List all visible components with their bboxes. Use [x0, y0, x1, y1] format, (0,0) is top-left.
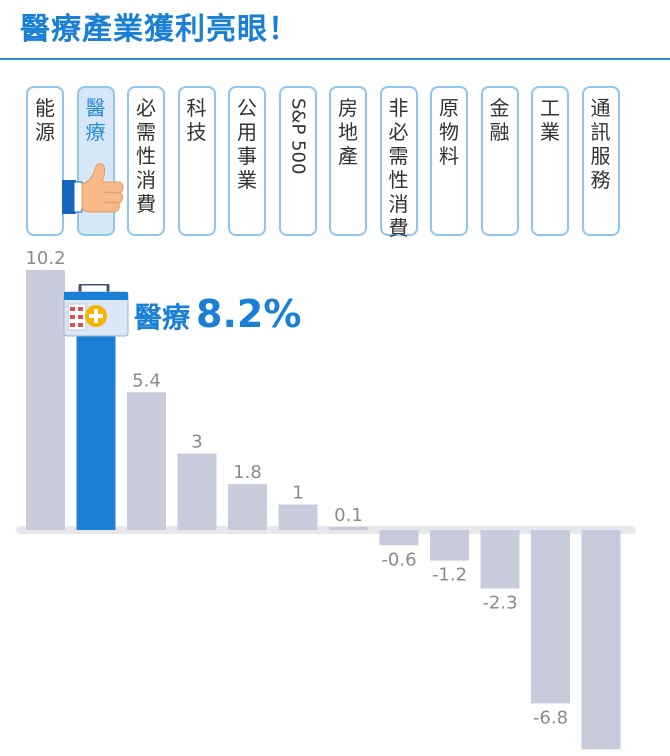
category-tag[interactable]: 非必需性消費 [379, 86, 418, 240]
bar-7 [379, 530, 419, 546]
category-tags: 能源 醫療 必需性消費 科技 公用事業 S&P 500 房地產 非必需性消費 原物料 金融 工業 通訊… [0, 86, 670, 240]
data-label-6: 0.1 [334, 505, 363, 526]
bar-0 [26, 269, 65, 530]
category-tag-label: 科技 [186, 96, 207, 144]
bar-1 [76, 320, 116, 530]
data-label-11: -8.6 [583, 753, 618, 756]
category-tag[interactable]: 公用事業 [228, 86, 266, 236]
data-label-10: -6.8 [533, 707, 568, 728]
highlight-callout: 醫療 8.2% [134, 292, 301, 336]
category-tag-label: S&P 500 [287, 98, 309, 175]
data-label-4: 1.8 [233, 462, 262, 483]
category-tag[interactable]: 房地產 [329, 86, 367, 236]
bar-2 [127, 392, 166, 530]
data-label-0: 10.2 [25, 248, 65, 269]
category-tag[interactable]: 原物料 [430, 86, 468, 236]
highlight-value: 8.2% [196, 292, 302, 336]
category-tag[interactable]: 科技 [177, 86, 216, 236]
category-tag[interactable]: 必需性消費 [127, 86, 165, 236]
data-label-9: -2.3 [482, 593, 517, 614]
bar-10 [531, 530, 570, 704]
header: 醫療產業獲利亮眼！ [0, 0, 670, 60]
category-tag[interactable]: 醫療 [76, 86, 115, 236]
data-label-2: 5.4 [132, 370, 161, 391]
category-tag[interactable]: 通訊服務 [581, 86, 620, 236]
bar-11 [581, 530, 621, 750]
data-label-5: 1 [292, 483, 303, 504]
category-tag[interactable]: 金融 [480, 86, 519, 236]
category-tag[interactable]: 能源 [26, 86, 64, 236]
category-tag-label: 必需性消費 [136, 96, 156, 216]
bar-chart: 10.2 5.4 3 1.8 1 0.1 -0.6 -1.2 -2.3 -6.8 -8.6 [16, 248, 636, 756]
category-tag-label: 工業 [540, 96, 560, 144]
category-tag-label: 通訊服務 [590, 96, 611, 192]
category-tag-label: 金融 [489, 96, 510, 144]
category-tag[interactable]: S&P 500 [278, 86, 317, 236]
data-label-3: 3 [191, 432, 202, 453]
category-tag-label: 醫療 [85, 96, 106, 144]
bar-6 [329, 527, 368, 530]
medical-kit-icon [63, 284, 129, 337]
bar-5 [278, 504, 318, 530]
category-tag-label: 能源 [35, 96, 55, 144]
data-label-7: -0.6 [381, 549, 416, 570]
page-title: 醫療產業獲利亮眼！ [20, 12, 299, 47]
category-tag-label: 公用事業 [237, 96, 257, 192]
category-tag-label: 房地產 [338, 96, 358, 168]
category-tag-label: 原物料 [439, 96, 459, 168]
thumbs-up-icon [62, 163, 124, 214]
category-tag[interactable]: 工業 [531, 86, 569, 236]
bar-8 [430, 530, 469, 561]
highlight-name: 醫療 [134, 301, 191, 334]
bar-9 [480, 530, 520, 589]
category-tag-label: 非必需性消費 [388, 96, 409, 240]
data-label-8: -1.2 [432, 565, 467, 586]
bar-3 [177, 453, 217, 530]
bar-4 [228, 484, 267, 530]
